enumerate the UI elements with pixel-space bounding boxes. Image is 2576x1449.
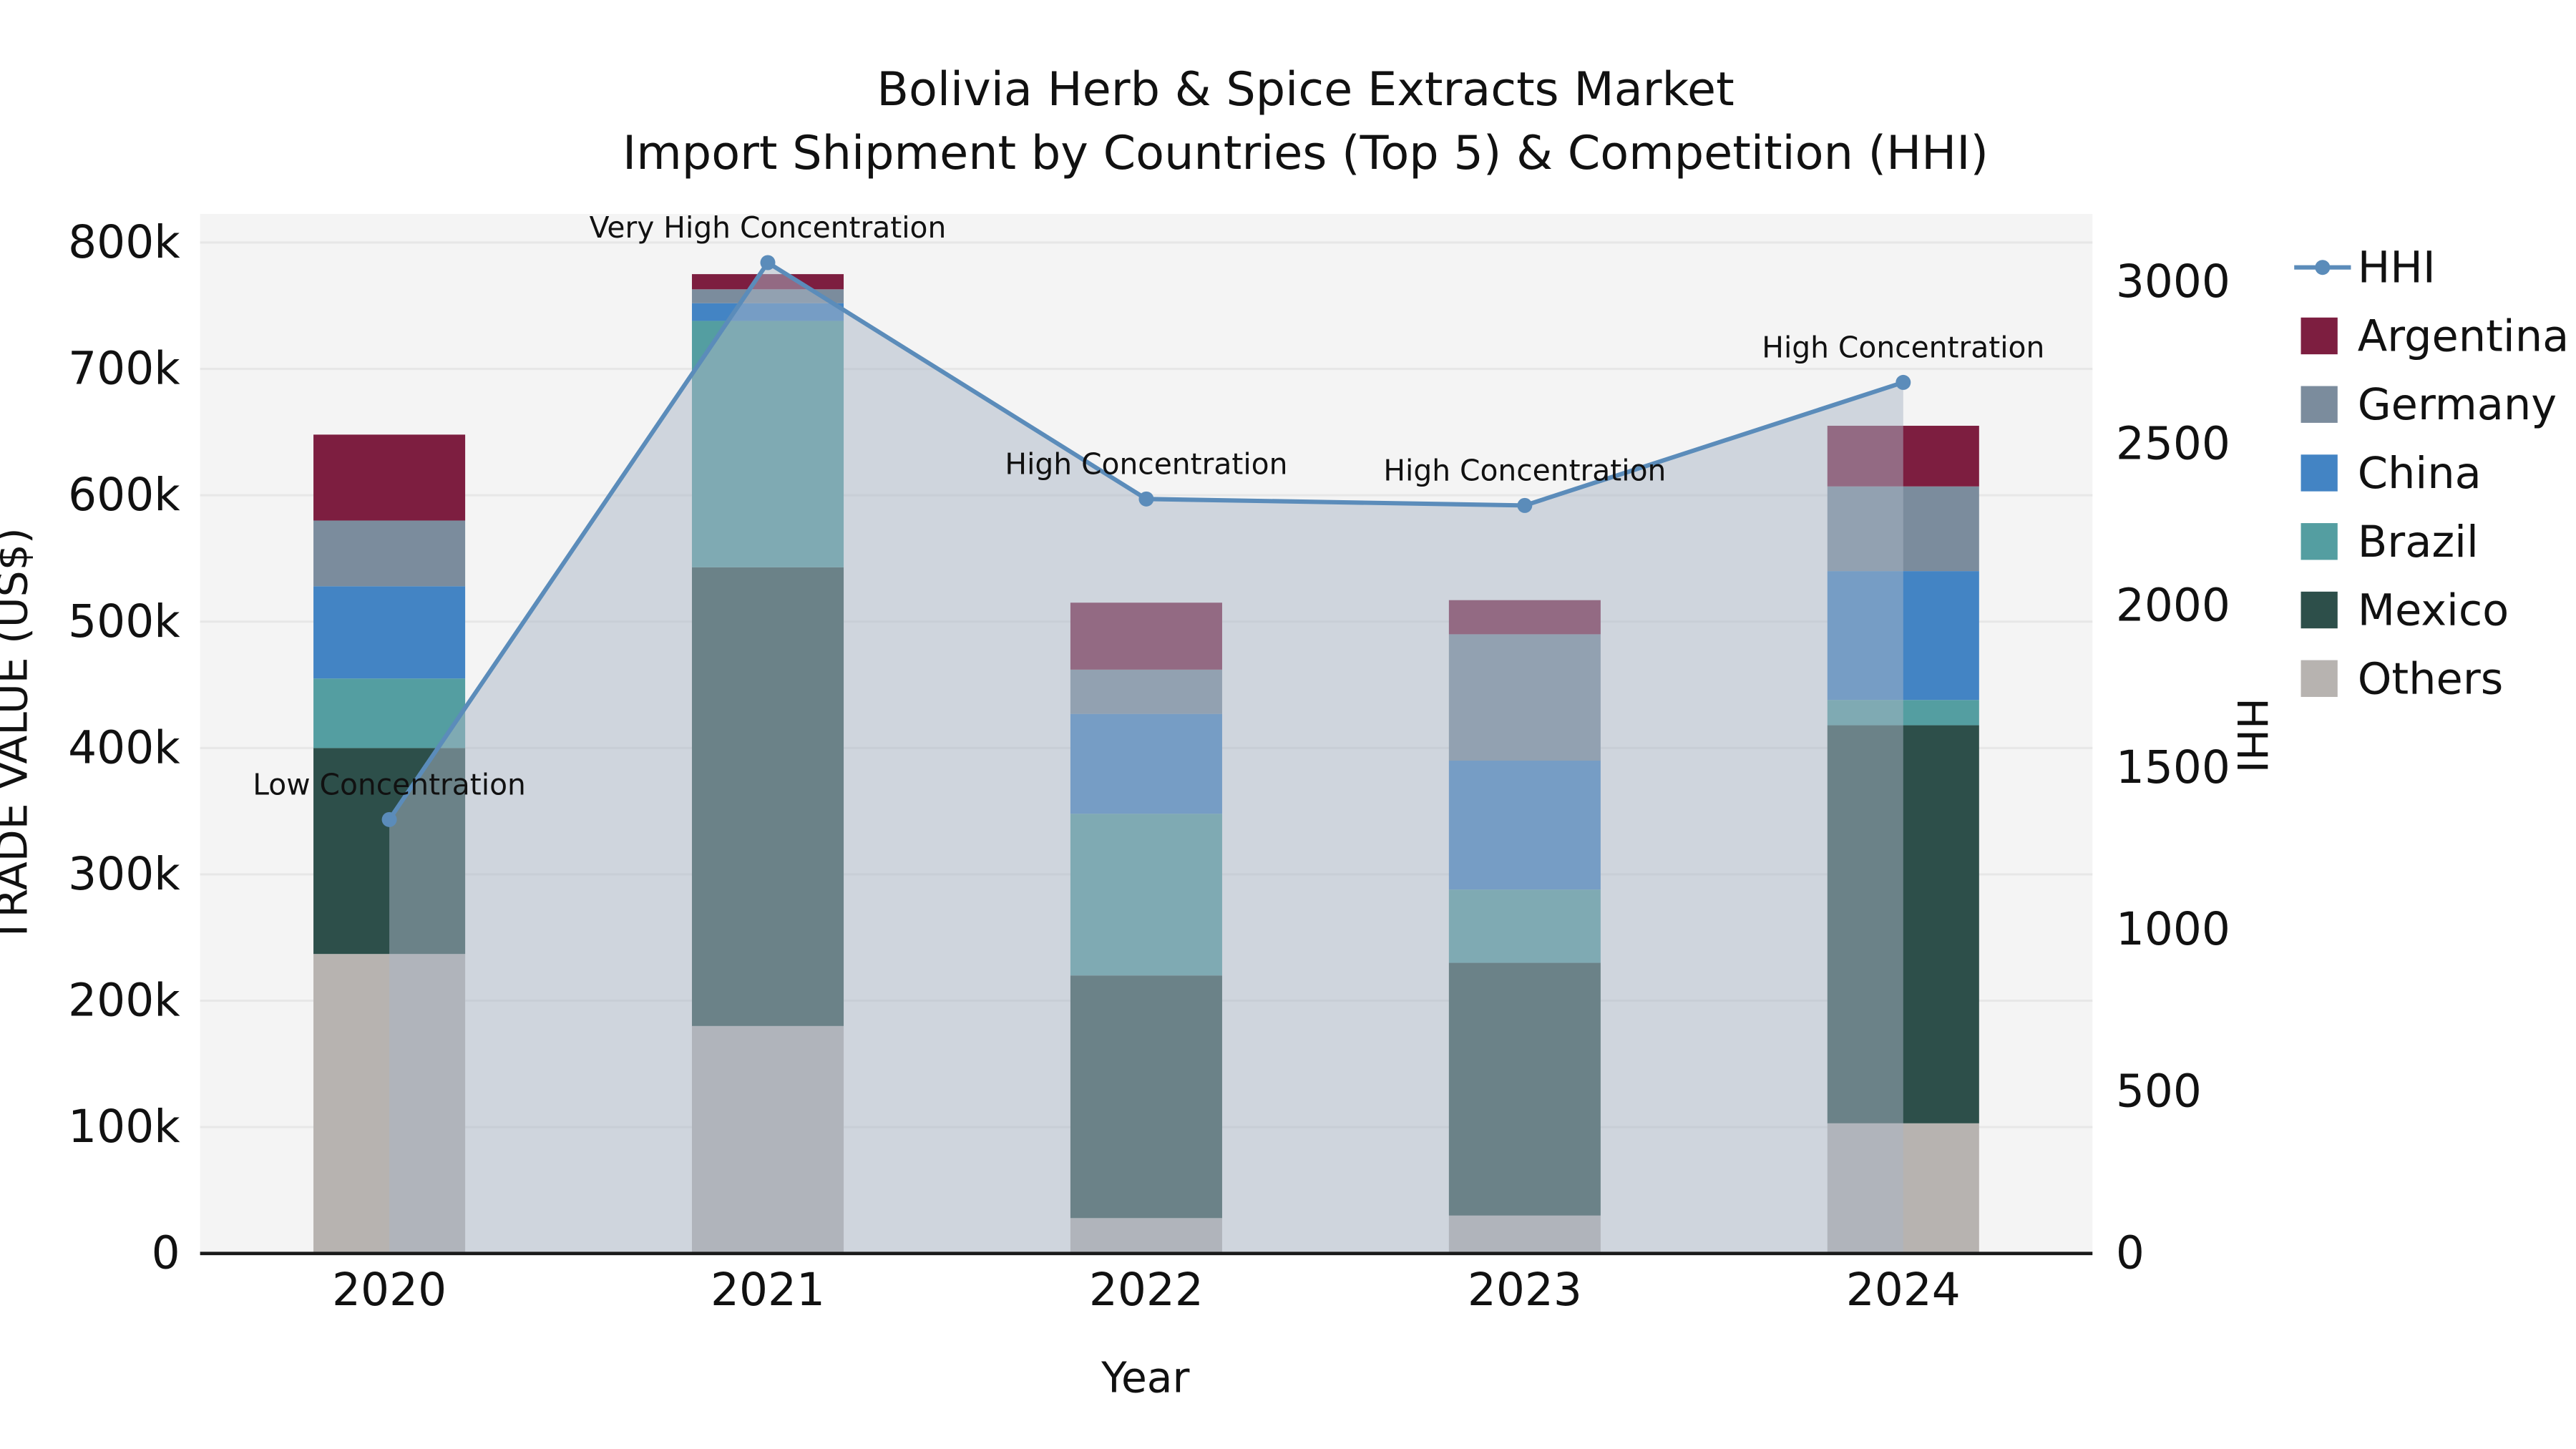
right-y-axis-title: HHI — [2228, 698, 2276, 773]
hhi-annotation-2021: Very High Concentration — [590, 210, 947, 245]
x-tick-label-2024: 2024 — [1846, 1264, 1961, 1316]
hhi-marker-2023 — [1517, 497, 1533, 513]
legend-item-hhi: HHI — [2294, 243, 2436, 293]
bar-china-2020 — [313, 586, 466, 679]
annotations-layer: Low Concentration Very High Concentration… — [253, 210, 2044, 801]
left-tick-label-700k: 700k — [68, 343, 180, 395]
right-tick-label-1000: 1000 — [2116, 903, 2230, 955]
legend-line-marker — [2315, 260, 2331, 275]
hhi-annotation-2022: High Concentration — [1005, 447, 1287, 481]
chart-title-line2: Import Shipment by Countries (Top 5) & C… — [623, 126, 1989, 180]
hhi-annotation-2020: Low Concentration — [253, 767, 526, 801]
legend-item-argentina: Argentina — [2301, 311, 2569, 362]
legend-swatch — [2301, 660, 2338, 697]
right-tick-label-2000: 2000 — [2116, 580, 2230, 632]
x-tick-label-2021: 2021 — [711, 1264, 825, 1316]
x-tick-label-2023: 2023 — [1468, 1264, 1582, 1316]
legend-item-others: Others — [2301, 654, 2504, 704]
hhi-marker-2024 — [1896, 374, 1911, 390]
bar-argentina-2020 — [313, 434, 466, 521]
hhi-marker-2020 — [381, 811, 397, 827]
legend-swatch — [2301, 523, 2338, 560]
legend-label: Mexico — [2358, 585, 2509, 635]
x-axis-title: Year — [1101, 1354, 1189, 1402]
legend-swatch — [2301, 317, 2338, 355]
hhi-line-layer — [381, 255, 1911, 827]
legend-item-china: China — [2301, 449, 2482, 499]
legend-label: Others — [2358, 654, 2504, 704]
right-tick-label-500: 500 — [2116, 1065, 2202, 1117]
left-tick-label-200k: 200k — [68, 974, 180, 1026]
left-tick-label-400k: 400k — [68, 721, 180, 774]
legend-item-germany: Germany — [2301, 380, 2557, 430]
left-tick-label-0: 0 — [152, 1227, 180, 1279]
left-tick-label-800k: 800k — [68, 216, 180, 268]
legend-swatch — [2301, 591, 2338, 629]
hhi-annotation-2023: High Concentration — [1383, 453, 1666, 487]
bar-germany-2020 — [313, 520, 466, 587]
left-tick-label-300k: 300k — [68, 848, 180, 900]
axes-layer: 0 100k 200k 300k 400k 500k 600k 700k 800k 0 500 100… — [68, 216, 2230, 1316]
right-tick-label-1500: 1500 — [2116, 741, 2230, 794]
legend-label: Brazil — [2358, 517, 2479, 567]
left-y-axis-title: TRADE VALUE (US$) — [0, 527, 36, 944]
legend-label: Germany — [2358, 380, 2557, 430]
right-tick-label-2500: 2500 — [2116, 417, 2230, 469]
legend: HHI Argentina Germany China Brazil Mexico Othe… — [2294, 243, 2569, 704]
hhi-marker-2021 — [760, 255, 776, 270]
left-tick-label-500k: 500k — [68, 595, 180, 648]
bar-brazil-2020 — [313, 678, 466, 748]
chart-title-line1: Bolivia Herb & Spice Extracts Market — [877, 62, 1734, 117]
legend-label: China — [2358, 449, 2482, 499]
legend-label: HHI — [2358, 243, 2436, 293]
legend-swatch — [2301, 454, 2338, 492]
hhi-marker-2022 — [1138, 491, 1154, 507]
legend-item-brazil: Brazil — [2301, 517, 2479, 567]
legend-swatch — [2301, 386, 2338, 423]
legend-item-mexico: Mexico — [2301, 585, 2509, 636]
left-tick-label-600k: 600k — [68, 469, 180, 521]
left-tick-label-100k: 100k — [68, 1101, 180, 1153]
x-tick-label-2020: 2020 — [332, 1264, 447, 1316]
right-tick-label-3000: 3000 — [2116, 255, 2230, 308]
hhi-annotation-2024: High Concentration — [1762, 330, 2044, 364]
right-tick-label-0: 0 — [2116, 1227, 2145, 1279]
x-tick-label-2022: 2022 — [1089, 1264, 1204, 1316]
legend-label: Argentina — [2358, 311, 2569, 361]
